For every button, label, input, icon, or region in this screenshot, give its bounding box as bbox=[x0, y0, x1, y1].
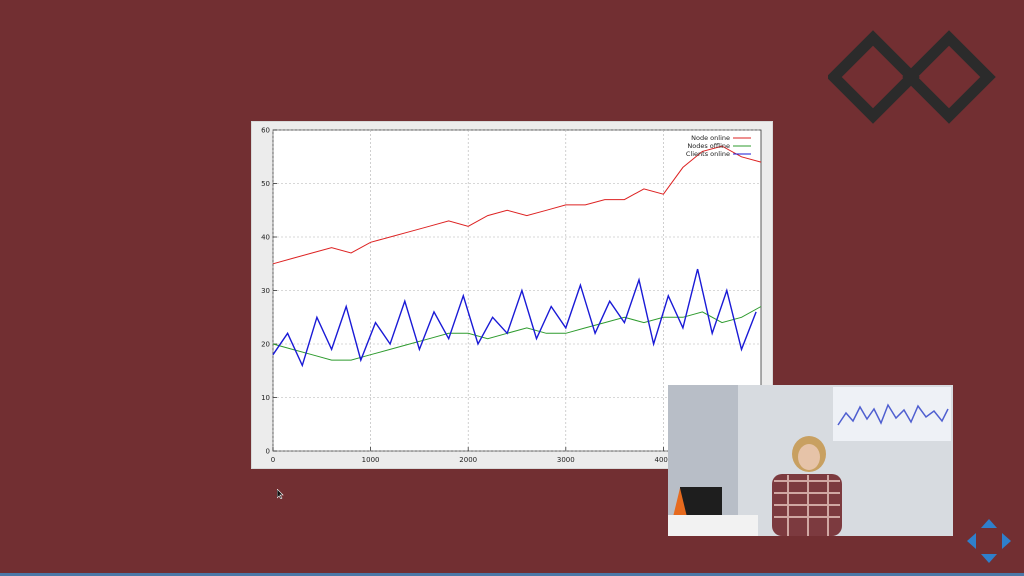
line-chart: 0 1000 2000 3000 4000 0 10 20 30 40 50 60 Node onlin… bbox=[261, 127, 762, 464]
y-tick-label: 20 bbox=[261, 341, 270, 349]
chart-slide: 0 1000 2000 3000 4000 0 10 20 30 40 50 60 Node onlin… bbox=[251, 121, 773, 469]
x-tick-label: 0 bbox=[271, 456, 275, 464]
legend-label: Nodes offline bbox=[687, 142, 730, 150]
x-tick-label: 3000 bbox=[557, 456, 575, 464]
legend-label: Node online bbox=[691, 134, 730, 142]
speaker-video-inset bbox=[668, 385, 953, 536]
y-tick-label: 30 bbox=[261, 287, 270, 295]
mouse-cursor-icon bbox=[277, 489, 284, 499]
y-tick-label: 50 bbox=[261, 180, 270, 188]
bottom-border-strip bbox=[0, 573, 1024, 576]
y-tick-label: 60 bbox=[261, 127, 270, 135]
y-tick-label: 0 bbox=[266, 448, 270, 456]
series-line-nodes-offline bbox=[272, 306, 762, 361]
double-diamond-logo-icon bbox=[828, 30, 996, 124]
y-tick-label: 40 bbox=[261, 234, 270, 242]
x-tick-label: 4000 bbox=[654, 456, 672, 464]
speaker-video-frame-icon bbox=[668, 385, 953, 536]
x-tick-label: 2000 bbox=[459, 456, 477, 464]
legend-label: Clients online bbox=[686, 150, 730, 158]
series-line-node-online bbox=[272, 145, 762, 265]
x-tick-label: 1000 bbox=[362, 456, 380, 464]
y-tick-label: 10 bbox=[261, 394, 270, 402]
presentation-navigation-arrows-icon[interactable] bbox=[966, 518, 1012, 564]
series-line-clients-online bbox=[272, 268, 757, 368]
